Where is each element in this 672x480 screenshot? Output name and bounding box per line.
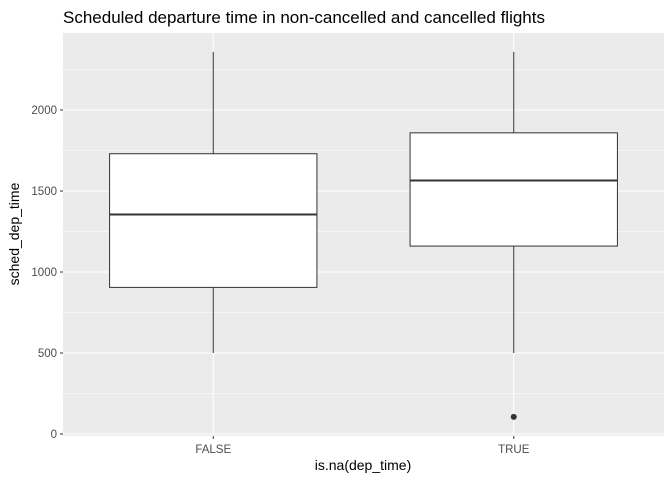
x-tick-label: FALSE — [195, 444, 231, 456]
y-axis: 0 500 1000 1500 2000 — [31, 105, 63, 441]
box-group-false — [109, 51, 318, 353]
box-iqr — [409, 132, 618, 247]
y-tick-label: 1000 — [31, 267, 57, 279]
y-tick-label: 500 — [38, 348, 57, 360]
y-tick-label: 0 — [51, 429, 57, 441]
chart-title: Scheduled departure time in non-cancelle… — [63, 8, 545, 27]
outlier-point — [510, 413, 517, 420]
boxes — [109, 51, 618, 420]
box-group-true — [409, 51, 618, 420]
y-tick-label: 1500 — [31, 186, 57, 198]
x-tick-label: TRUE — [498, 444, 530, 456]
box-iqr — [109, 153, 318, 288]
y-tick-label: 2000 — [31, 105, 57, 117]
x-axis: FALSE TRUE — [195, 436, 530, 456]
y-axis-title: sched_dep_time — [6, 182, 22, 285]
x-axis-title: is.na(dep_time) — [315, 457, 412, 473]
